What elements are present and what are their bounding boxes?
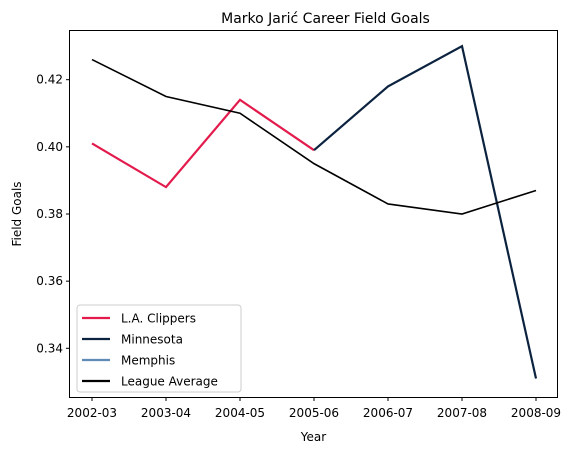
legend-box xyxy=(76,304,242,393)
x-tick-label: 2004-05 xyxy=(215,406,265,420)
y-tick-label: 0.34 xyxy=(36,341,63,355)
y-tick-label: 0.42 xyxy=(36,73,63,87)
legend-label: Memphis xyxy=(121,354,175,368)
legend-label: L.A. Clippers xyxy=(121,312,196,326)
x-axis: 2002-03 2003-04 2004-05 2005-06 2006-07 2007-… xyxy=(67,397,561,420)
legend-label: Minnesota xyxy=(121,333,183,347)
series-line-1 xyxy=(313,44,538,379)
x-tick-label: 2006-07 xyxy=(363,406,413,420)
x-tick-label: 2005-06 xyxy=(289,406,339,420)
x-tick-label: 2007-08 xyxy=(437,406,487,420)
y-tick-label: 0.38 xyxy=(36,207,63,221)
y-axis: 0.34 0.36 0.38 0.40 0.42 xyxy=(36,73,70,355)
x-tick-label: 2008-09 xyxy=(511,406,561,420)
y-axis-title: Field Goals xyxy=(10,181,24,246)
y-tick-label: 0.36 xyxy=(36,274,63,288)
legend: L.A. Clippers Minnesota Memphis League Aver… xyxy=(76,304,242,393)
x-tick-label: 2003-04 xyxy=(141,406,191,420)
plot-area xyxy=(91,44,538,379)
series-line-0 xyxy=(91,98,315,189)
y-tick-label: 0.40 xyxy=(36,140,63,154)
x-axis-title: Year xyxy=(300,430,326,444)
chart-title: Marko Jarić Career Field Goals xyxy=(221,11,430,27)
x-tick-label: 2002-03 xyxy=(67,406,117,420)
legend-label: League Average xyxy=(121,375,218,389)
series-line-3 xyxy=(91,58,537,215)
